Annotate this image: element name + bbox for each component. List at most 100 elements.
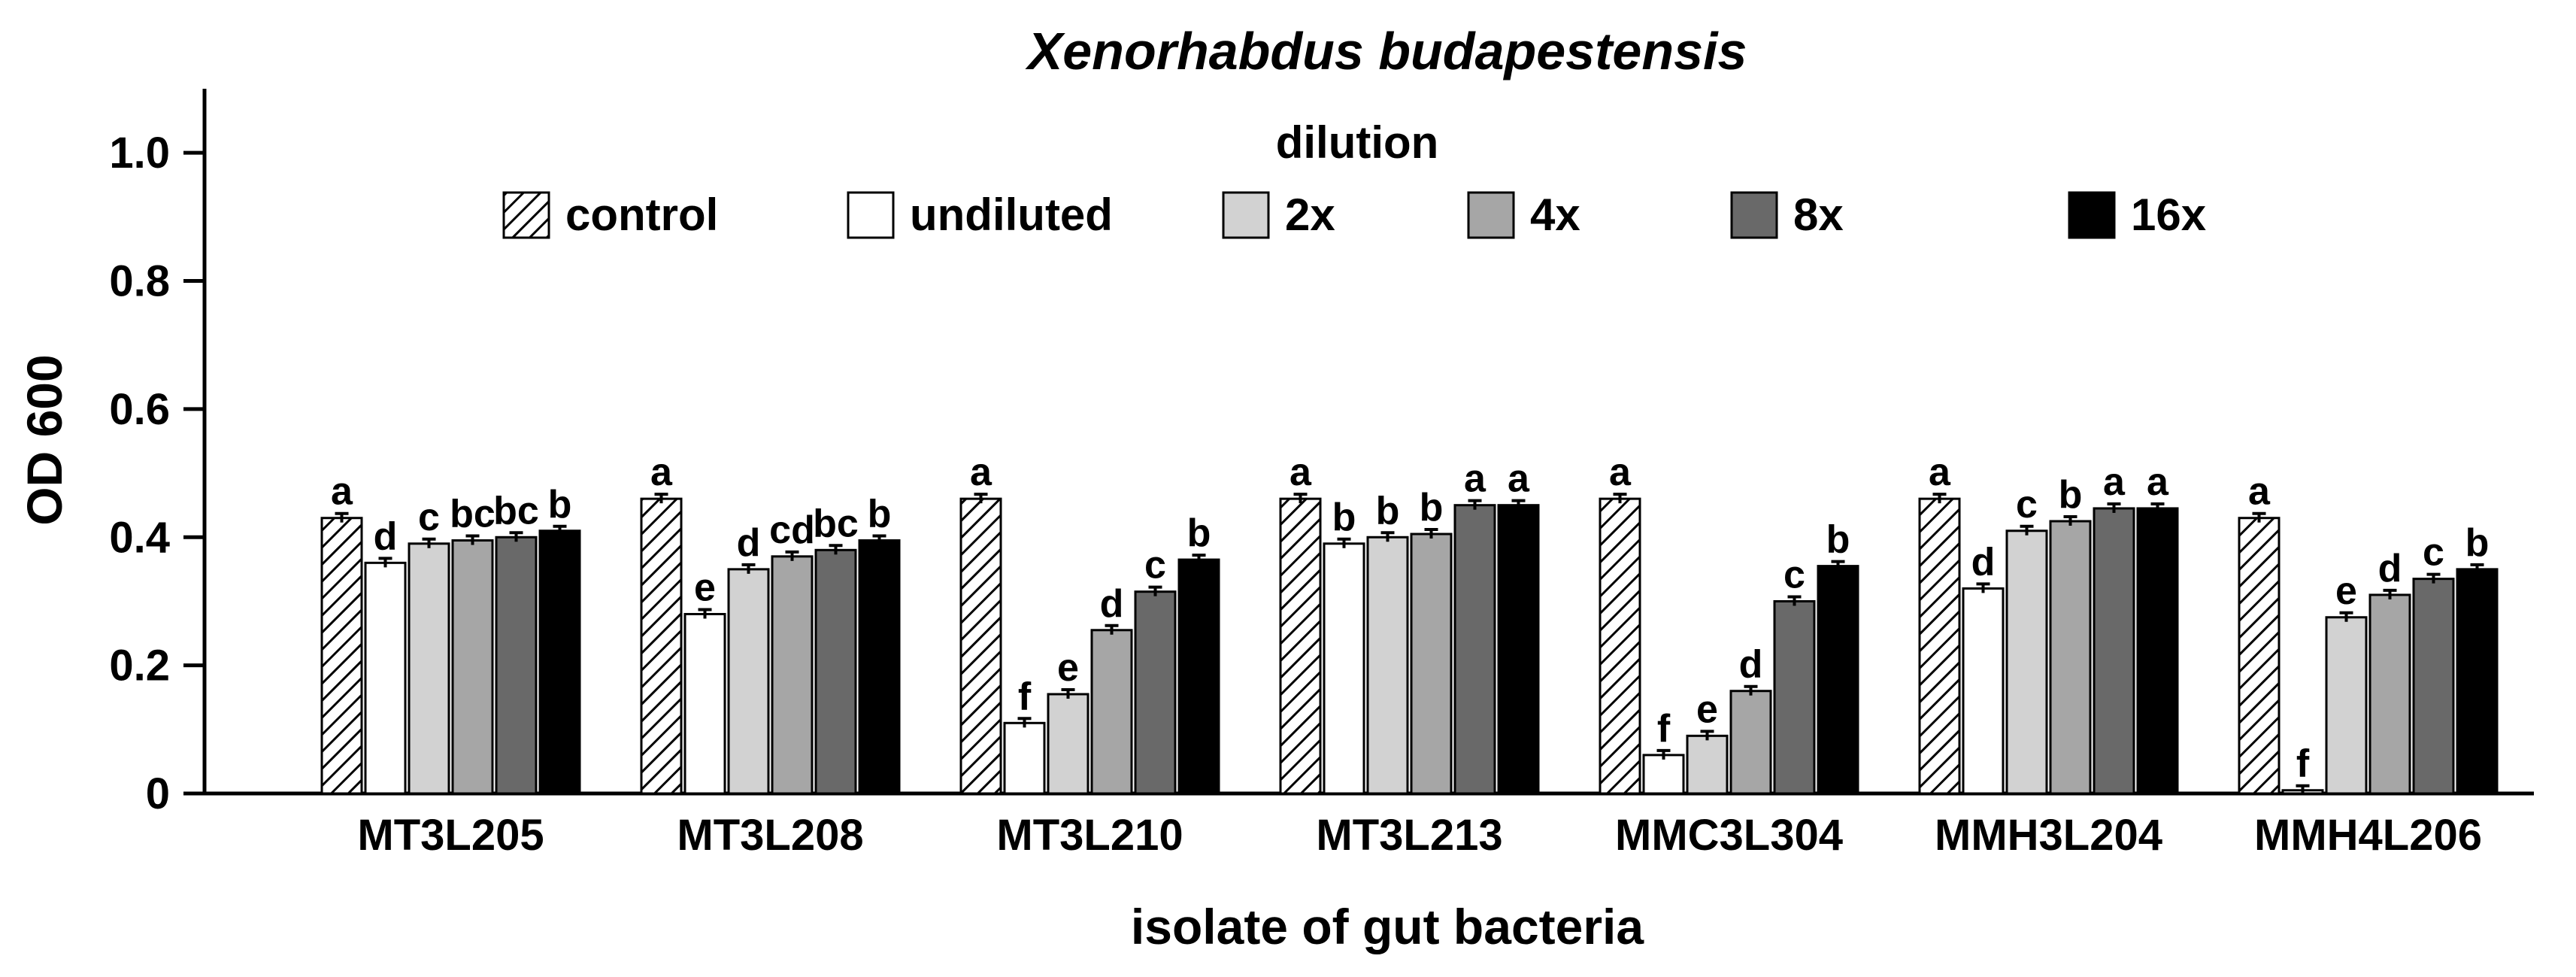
bar-MMH4L206-16x xyxy=(2456,568,2499,795)
y-tick-label: 0.6 xyxy=(109,385,170,434)
significance-label: a xyxy=(1464,457,1487,501)
bar-MMC3L304-8x xyxy=(1773,599,1816,795)
significance-label: d xyxy=(1739,643,1763,687)
bar-MMC3L304-16x xyxy=(1817,565,1859,795)
significance-label: c xyxy=(1784,553,1805,596)
significance-label: e xyxy=(2335,569,2357,613)
significance-label: a xyxy=(2103,460,2126,504)
significance-label: b xyxy=(1332,496,1356,539)
significance-label: d xyxy=(1100,582,1124,626)
category-label: MMH3L204 xyxy=(1935,811,2162,860)
category-label: MT3L213 xyxy=(1316,811,1502,860)
significance-label: d xyxy=(1971,540,1996,584)
significance-label: cd xyxy=(769,508,815,552)
bar-MMH4L206-2x xyxy=(2325,616,2368,795)
significance-label: bc xyxy=(493,489,539,532)
bar-MMH4L206-8x xyxy=(2412,578,2455,795)
bar-MMH3L204-16x xyxy=(2136,507,2179,795)
bar-MT3L205-16x xyxy=(538,529,581,795)
significance-label: b xyxy=(1420,486,1444,529)
bar-MT3L213-control xyxy=(1279,497,1322,795)
significance-label: a xyxy=(2248,470,2271,514)
significance-label: d xyxy=(374,514,398,558)
legend-swatch-8x xyxy=(1730,191,1778,239)
significance-label: b xyxy=(1187,511,1211,555)
significance-label: a xyxy=(1508,457,1530,501)
significance-label: f xyxy=(1018,675,1032,718)
bar-MT3L210-undiluted xyxy=(1003,721,1046,795)
y-tick-label: 0.2 xyxy=(109,642,170,690)
legend-label-undiluted: undiluted xyxy=(910,190,1113,240)
significance-label: d xyxy=(2378,547,2402,590)
significance-label: b xyxy=(548,483,572,526)
legend-swatch-control xyxy=(502,191,550,239)
legend-title: dilution xyxy=(1276,117,1439,168)
significance-label: e xyxy=(1696,687,1718,731)
significance-label: a xyxy=(1609,451,1632,494)
bar-MT3L208-4x xyxy=(771,555,814,795)
bar-MT3L208-16x xyxy=(858,539,901,795)
y-tick-label: 0 xyxy=(146,769,170,818)
significance-label: c xyxy=(1144,544,1166,587)
bar-MMC3L304-4x xyxy=(1729,690,1772,795)
legend-swatch-16x xyxy=(2068,191,2116,239)
significance-label: e xyxy=(1057,646,1079,690)
bar-MMH3L204-undiluted xyxy=(1962,587,2005,795)
chart-title: Xenorhabdus budapestensis xyxy=(1025,22,1747,80)
legend-swatch-undiluted xyxy=(847,191,895,239)
legend-swatch-2x xyxy=(1222,191,1270,239)
significance-label: f xyxy=(1657,707,1671,751)
bar-MT3L213-16x xyxy=(1497,504,1540,795)
category-label: MMC3L304 xyxy=(1615,811,1843,860)
bar-MT3L205-2x xyxy=(408,542,450,795)
legend-label-4x: 4x xyxy=(1530,190,1580,240)
bar-MMC3L304-2x xyxy=(1686,734,1729,795)
y-tick-label: 0.8 xyxy=(109,257,170,306)
bar-MT3L213-8x xyxy=(1453,504,1496,795)
x-axis-title: isolate of gut bacteria xyxy=(1131,899,1644,954)
bar-MT3L205-undiluted xyxy=(364,561,407,795)
bar-MT3L205-control xyxy=(320,517,363,795)
bar-MT3L213-4x xyxy=(1410,532,1453,795)
significance-label: b xyxy=(1826,518,1850,562)
bar-MT3L210-control xyxy=(959,497,1002,795)
bar-MT3L210-16x xyxy=(1177,558,1220,795)
bar-MT3L205-8x xyxy=(495,536,538,795)
bar-MMH4L206-4x xyxy=(2368,593,2411,795)
bar-MMH4L206-control xyxy=(2238,517,2281,795)
significance-label: c xyxy=(2423,531,2444,575)
bar-MMC3L304-control xyxy=(1599,497,1641,795)
bar-MMC3L304-undiluted xyxy=(1642,754,1685,795)
significance-label: a xyxy=(650,451,673,494)
significance-label: a xyxy=(970,451,993,494)
bar-MT3L208-2x xyxy=(727,568,770,795)
significance-label: a xyxy=(331,470,353,514)
legend-swatch-4x xyxy=(1467,191,1515,239)
legend: dilution control undiluted 2x 4x 8x 16x xyxy=(502,117,2206,240)
bar-MT3L208-control xyxy=(640,497,683,795)
y-axis-title: OD 600 xyxy=(17,354,72,525)
significance-label: f xyxy=(2296,742,2310,786)
bar-MT3L210-4x xyxy=(1090,629,1133,795)
category-label: MT3L210 xyxy=(996,811,1183,860)
legend-label-8x: 8x xyxy=(1793,190,1844,240)
significance-label: bc xyxy=(813,502,859,545)
significance-label: a xyxy=(1290,451,1312,494)
significance-label: c xyxy=(418,496,440,539)
significance-label: b xyxy=(2465,521,2490,565)
significance-label: d xyxy=(737,521,761,565)
significance-label: b xyxy=(868,493,892,536)
category-label: MMH4L206 xyxy=(2254,811,2482,860)
significance-label: a xyxy=(2147,460,2169,504)
y-tick-label: 0.4 xyxy=(109,513,170,562)
legend-label-control: control xyxy=(565,190,718,240)
bar-MT3L213-undiluted xyxy=(1323,542,1365,795)
category-labels: MT3L205 MT3L208 MT3L210 MT3L213 MMC3L304 MMH3… xyxy=(357,811,2482,860)
legend-label-16x: 16x xyxy=(2131,190,2206,240)
bar-MMH3L204-2x xyxy=(2005,529,2048,795)
significance-label: c xyxy=(2016,483,2038,526)
bar-MT3L210-8x xyxy=(1134,590,1177,795)
